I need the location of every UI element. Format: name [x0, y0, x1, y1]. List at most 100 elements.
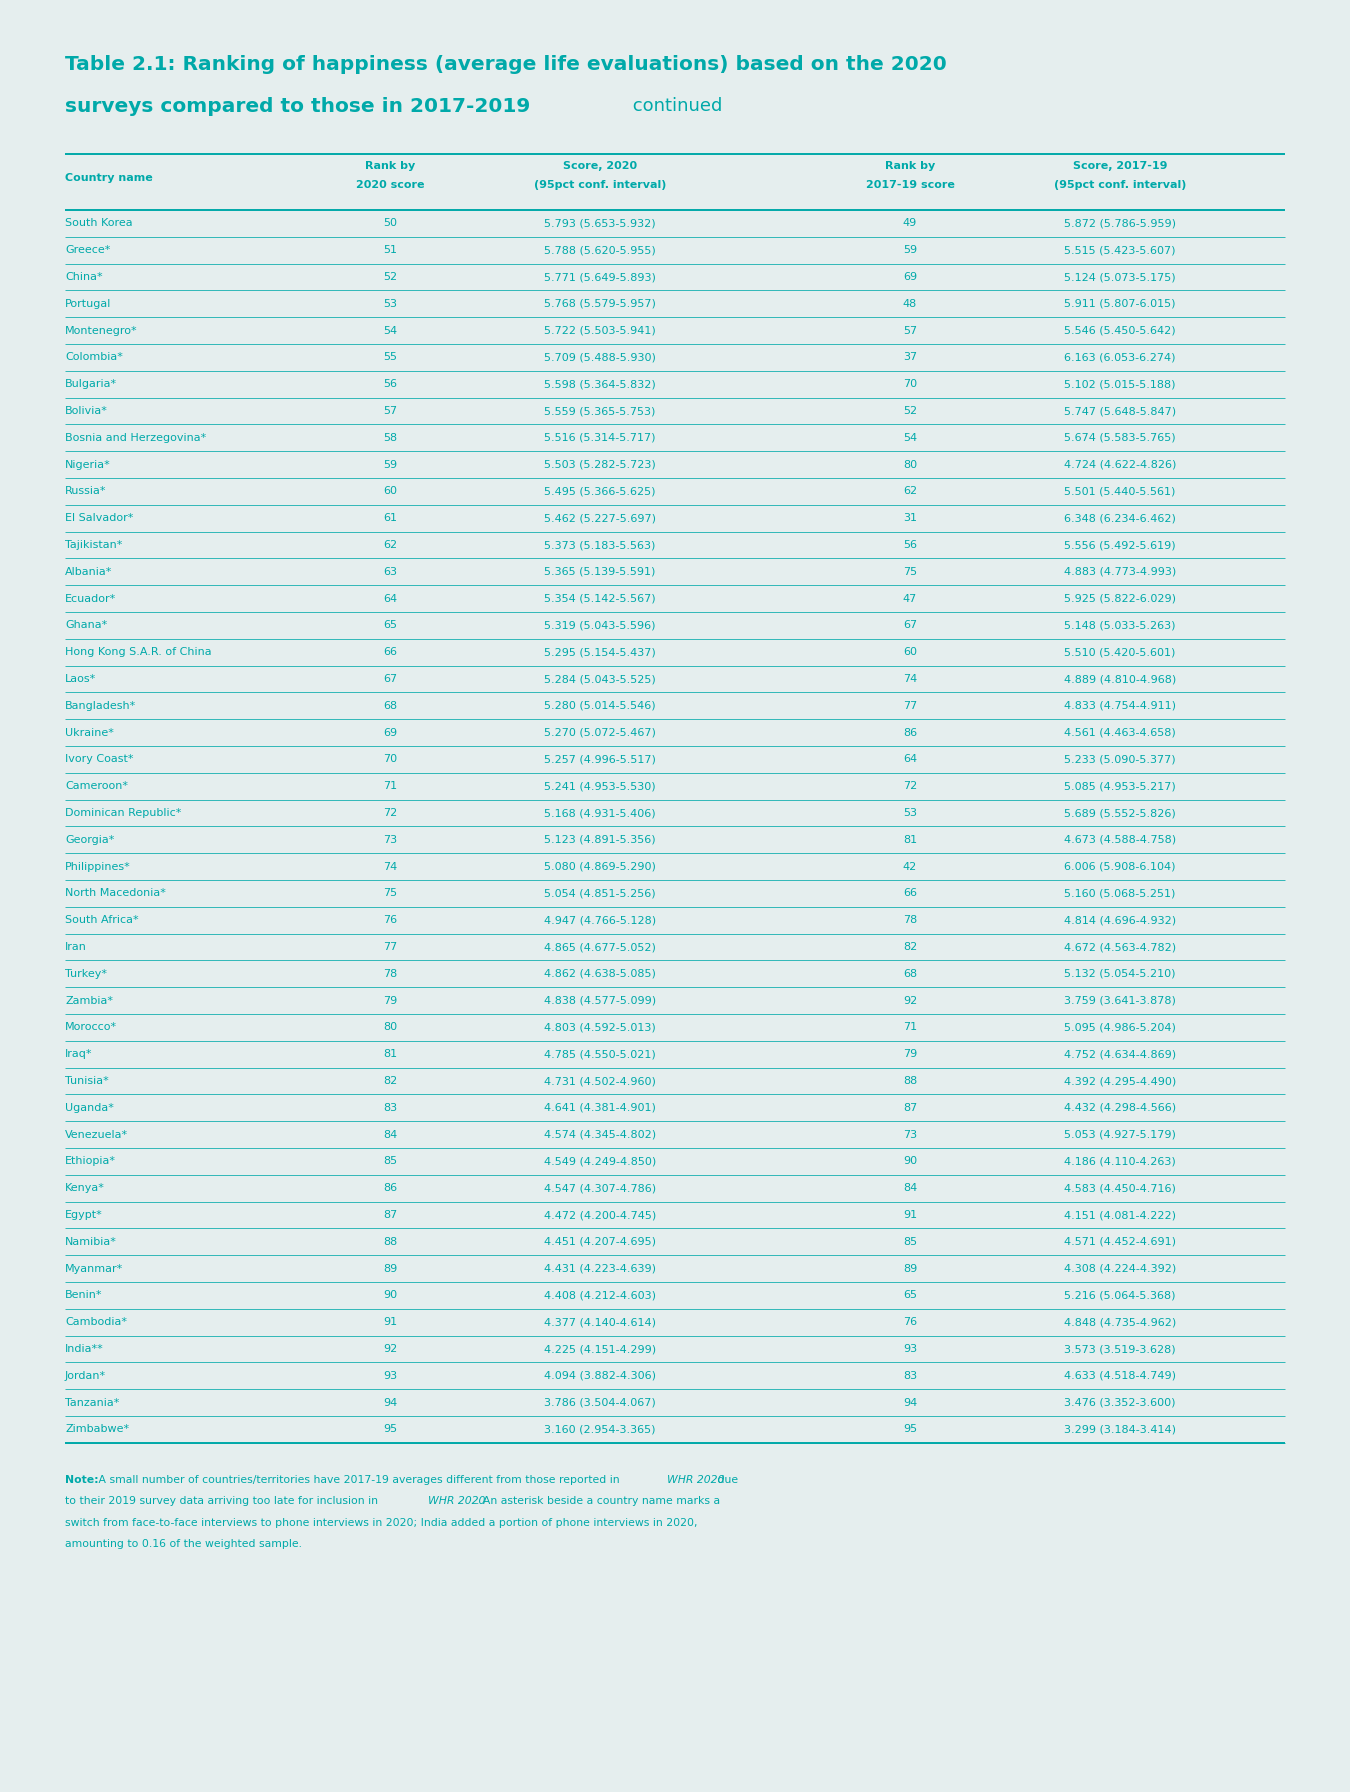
- Text: 4.672 (4.563-4.782): 4.672 (4.563-4.782): [1064, 943, 1176, 952]
- Text: 4.472 (4.200-4.745): 4.472 (4.200-4.745): [544, 1210, 656, 1220]
- Text: switch from face-to-face interviews to phone interviews in 2020; India added a p: switch from face-to-face interviews to p…: [65, 1518, 698, 1529]
- Text: 67: 67: [903, 620, 917, 631]
- Text: 79: 79: [383, 996, 397, 1005]
- Text: 3.786 (3.504-4.067): 3.786 (3.504-4.067): [544, 1398, 656, 1407]
- Text: 47: 47: [903, 593, 917, 604]
- Text: 71: 71: [383, 781, 397, 792]
- Text: 4.838 (4.577-5.099): 4.838 (4.577-5.099): [544, 996, 656, 1005]
- Text: 5.216 (5.064-5.368): 5.216 (5.064-5.368): [1064, 1290, 1176, 1301]
- Text: 4.889 (4.810-4.968): 4.889 (4.810-4.968): [1064, 674, 1176, 685]
- Text: A small number of countries/territories have 2017-19 averages different from tho: A small number of countries/territories …: [95, 1475, 622, 1486]
- Text: 69: 69: [383, 728, 397, 738]
- Text: 84: 84: [383, 1129, 397, 1140]
- Text: 74: 74: [903, 674, 917, 685]
- Text: 5.689 (5.552-5.826): 5.689 (5.552-5.826): [1064, 808, 1176, 817]
- Text: 4.731 (4.502-4.960): 4.731 (4.502-4.960): [544, 1075, 656, 1086]
- Text: 4.377 (4.140-4.614): 4.377 (4.140-4.614): [544, 1317, 656, 1328]
- Text: Rank by: Rank by: [884, 161, 936, 170]
- Text: 5.515 (5.423-5.607): 5.515 (5.423-5.607): [1064, 246, 1176, 254]
- Text: 91: 91: [383, 1317, 397, 1328]
- Text: 81: 81: [383, 1048, 397, 1059]
- Text: 49: 49: [903, 219, 917, 228]
- Text: 5.295 (5.154-5.437): 5.295 (5.154-5.437): [544, 647, 656, 658]
- Text: 60: 60: [903, 647, 917, 658]
- Text: Uganda*: Uganda*: [65, 1102, 113, 1113]
- Text: Iraq*: Iraq*: [65, 1048, 93, 1059]
- Text: 80: 80: [383, 1023, 397, 1032]
- Text: Kenya*: Kenya*: [65, 1183, 105, 1193]
- Text: Nigeria*: Nigeria*: [65, 459, 111, 470]
- Text: Ethiopia*: Ethiopia*: [65, 1156, 116, 1167]
- Text: South Korea: South Korea: [65, 219, 132, 228]
- Text: 5.911 (5.807-6.015): 5.911 (5.807-6.015): [1064, 299, 1176, 308]
- Text: 4.724 (4.622-4.826): 4.724 (4.622-4.826): [1064, 459, 1176, 470]
- Text: 5.102 (5.015-5.188): 5.102 (5.015-5.188): [1064, 380, 1176, 389]
- Text: 5.501 (5.440-5.561): 5.501 (5.440-5.561): [1064, 486, 1176, 496]
- Text: 6.006 (5.908-6.104): 6.006 (5.908-6.104): [1064, 862, 1176, 871]
- Text: 4.571 (4.452-4.691): 4.571 (4.452-4.691): [1064, 1236, 1176, 1247]
- Text: 5.598 (5.364-5.832): 5.598 (5.364-5.832): [544, 380, 656, 389]
- Text: 4.947 (4.766-5.128): 4.947 (4.766-5.128): [544, 916, 656, 925]
- Text: 83: 83: [383, 1102, 397, 1113]
- Text: 5.132 (5.054-5.210): 5.132 (5.054-5.210): [1064, 969, 1176, 978]
- Text: 4.432 (4.298-4.566): 4.432 (4.298-4.566): [1064, 1102, 1176, 1113]
- Text: Georgia*: Georgia*: [65, 835, 115, 844]
- Text: 5.546 (5.450-5.642): 5.546 (5.450-5.642): [1064, 326, 1176, 335]
- Text: 62: 62: [903, 486, 917, 496]
- Text: 4.803 (4.592-5.013): 4.803 (4.592-5.013): [544, 1023, 656, 1032]
- Text: 55: 55: [383, 353, 397, 362]
- Text: 4.848 (4.735-4.962): 4.848 (4.735-4.962): [1064, 1317, 1176, 1328]
- Text: 74: 74: [383, 862, 397, 871]
- Text: 4.833 (4.754-4.911): 4.833 (4.754-4.911): [1064, 701, 1176, 711]
- Text: 5.354 (5.142-5.567): 5.354 (5.142-5.567): [544, 593, 656, 604]
- Text: Tanzania*: Tanzania*: [65, 1398, 119, 1407]
- Text: 92: 92: [383, 1344, 397, 1355]
- Text: (95pct conf. interval): (95pct conf. interval): [533, 179, 666, 190]
- Text: 5.925 (5.822-6.029): 5.925 (5.822-6.029): [1064, 593, 1176, 604]
- Text: 5.270 (5.072-5.467): 5.270 (5.072-5.467): [544, 728, 656, 738]
- Text: 5.233 (5.090-5.377): 5.233 (5.090-5.377): [1064, 754, 1176, 765]
- Text: 3.476 (3.352-3.600): 3.476 (3.352-3.600): [1064, 1398, 1176, 1407]
- Text: 85: 85: [383, 1156, 397, 1167]
- Text: 6.163 (6.053-6.274): 6.163 (6.053-6.274): [1064, 353, 1176, 362]
- Text: 84: 84: [903, 1183, 917, 1193]
- Text: 5.168 (4.931-5.406): 5.168 (4.931-5.406): [544, 808, 656, 817]
- Text: Ukraine*: Ukraine*: [65, 728, 113, 738]
- Text: China*: China*: [65, 272, 103, 281]
- Text: 87: 87: [383, 1210, 397, 1220]
- Text: 4.392 (4.295-4.490): 4.392 (4.295-4.490): [1064, 1075, 1176, 1086]
- Text: Ghana*: Ghana*: [65, 620, 107, 631]
- Text: 79: 79: [903, 1048, 917, 1059]
- Text: Cambodia*: Cambodia*: [65, 1317, 127, 1328]
- Text: surveys compared to those in 2017-2019: surveys compared to those in 2017-2019: [65, 97, 531, 116]
- Text: 4.785 (4.550-5.021): 4.785 (4.550-5.021): [544, 1048, 656, 1059]
- Text: 72: 72: [383, 808, 397, 817]
- Text: WHR 2020: WHR 2020: [667, 1475, 724, 1486]
- Text: 90: 90: [383, 1290, 397, 1301]
- Text: Philippines*: Philippines*: [65, 862, 131, 871]
- Text: 75: 75: [903, 566, 917, 577]
- Text: 4.673 (4.588-4.758): 4.673 (4.588-4.758): [1064, 835, 1176, 844]
- Text: North Macedonia*: North Macedonia*: [65, 889, 166, 898]
- Text: Ivory Coast*: Ivory Coast*: [65, 754, 134, 765]
- Text: 4.561 (4.463-4.658): 4.561 (4.463-4.658): [1064, 728, 1176, 738]
- Text: 4.225 (4.151-4.299): 4.225 (4.151-4.299): [544, 1344, 656, 1355]
- Text: India**: India**: [65, 1344, 104, 1355]
- Text: Bangladesh*: Bangladesh*: [65, 701, 136, 711]
- Text: 4.862 (4.638-5.085): 4.862 (4.638-5.085): [544, 969, 656, 978]
- Text: 51: 51: [383, 246, 397, 254]
- Text: 64: 64: [903, 754, 917, 765]
- Text: 63: 63: [383, 566, 397, 577]
- Text: 5.503 (5.282-5.723): 5.503 (5.282-5.723): [544, 459, 656, 470]
- Text: 4.547 (4.307-4.786): 4.547 (4.307-4.786): [544, 1183, 656, 1193]
- Text: 85: 85: [903, 1236, 917, 1247]
- Text: Namibia*: Namibia*: [65, 1236, 117, 1247]
- Text: 4.186 (4.110-4.263): 4.186 (4.110-4.263): [1064, 1156, 1176, 1167]
- Text: 4.752 (4.634-4.869): 4.752 (4.634-4.869): [1064, 1048, 1176, 1059]
- Text: 73: 73: [903, 1129, 917, 1140]
- Text: 64: 64: [383, 593, 397, 604]
- Text: 88: 88: [903, 1075, 917, 1086]
- Text: 5.722 (5.503-5.941): 5.722 (5.503-5.941): [544, 326, 656, 335]
- Text: 71: 71: [903, 1023, 917, 1032]
- Text: 5.674 (5.583-5.765): 5.674 (5.583-5.765): [1064, 434, 1176, 443]
